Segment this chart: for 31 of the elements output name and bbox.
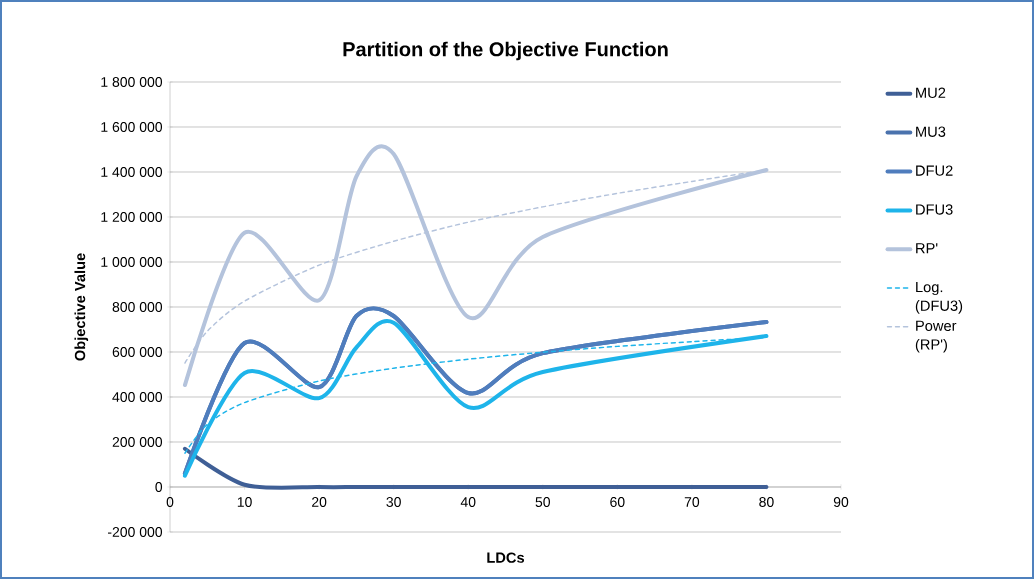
x-tick-label: 70	[684, 497, 700, 507]
y-axis-title: Objective Value	[74, 253, 89, 361]
chart-title: Partition of the Objective Function	[343, 41, 668, 61]
y-tick-label: 0	[155, 482, 163, 492]
y-tick-label: 1 400 000	[101, 167, 163, 177]
y-tick-label: 1 800 000	[101, 77, 163, 87]
y-tick-label: 1 000 000	[101, 257, 163, 267]
x-tick-label: 20	[312, 497, 327, 507]
x-tick-label: 0	[166, 497, 174, 507]
x-tick-label: 80	[759, 497, 774, 507]
x-axis-title: LDCs	[487, 552, 525, 563]
x-tick-label: 40	[460, 497, 476, 507]
x-tick-label: 50	[535, 497, 551, 507]
x-tick-label: 30	[386, 497, 401, 507]
legend-label: Log. (DFU3)	[915, 282, 963, 314]
y-tick-label: 600 000	[112, 347, 163, 357]
y-tick-label: 800 000	[112, 302, 163, 312]
x-tick-label: 10	[237, 497, 252, 507]
y-tick-label: 1 200 000	[101, 212, 163, 222]
legend-label: DFU2	[916, 165, 953, 176]
legend-label: MU2	[916, 87, 946, 98]
y-tick-label: 1 600 000	[101, 122, 163, 132]
y-tick-label: 400 000	[112, 392, 163, 402]
y-tick-label: 200 000	[112, 437, 163, 447]
legend-label: RP'	[916, 243, 938, 254]
y-tick-label: -200 000	[107, 527, 163, 537]
legend-label: Power (RP')	[915, 320, 957, 353]
legend-label: MU3	[916, 126, 946, 137]
x-tick-label: 90	[833, 497, 849, 507]
x-tick-label: 60	[610, 497, 625, 507]
legend-label: DFU3	[916, 204, 953, 215]
